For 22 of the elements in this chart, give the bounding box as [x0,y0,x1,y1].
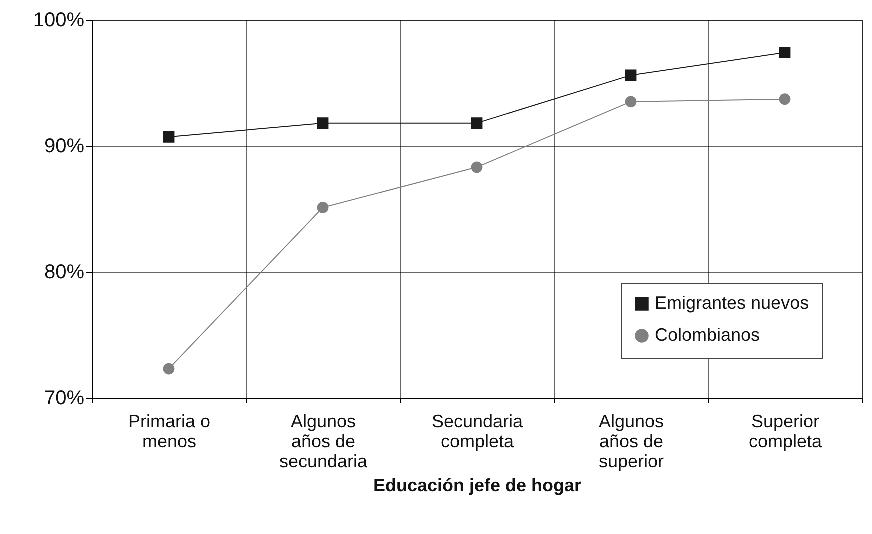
y-tick-label: 90% [44,136,85,158]
y-tick-label: 70% [44,388,85,410]
point [317,118,329,130]
point [625,70,637,82]
point [471,118,483,130]
x-tick-label: Secundaria completa [432,412,524,452]
x-tick-label: Algunos años de superior [598,412,664,472]
point [471,162,483,174]
x-tick-label: Superior completa [748,412,824,452]
point [163,363,175,375]
point [779,47,791,58]
point [317,202,329,214]
x-axis-title: Educación jefe de hogar [373,476,582,496]
y-tick-label: 100% [33,10,85,32]
y-tick-label: 80% [44,262,85,284]
legend-label: Emigrantes nuevos [655,293,810,313]
point [163,131,175,143]
point [779,94,791,106]
point [625,96,637,108]
legend-label: Colombianos [655,325,760,345]
x-tick-label: Primaria o menos [128,412,211,452]
x-tick-label: Algunos años de secundaria [279,412,369,472]
